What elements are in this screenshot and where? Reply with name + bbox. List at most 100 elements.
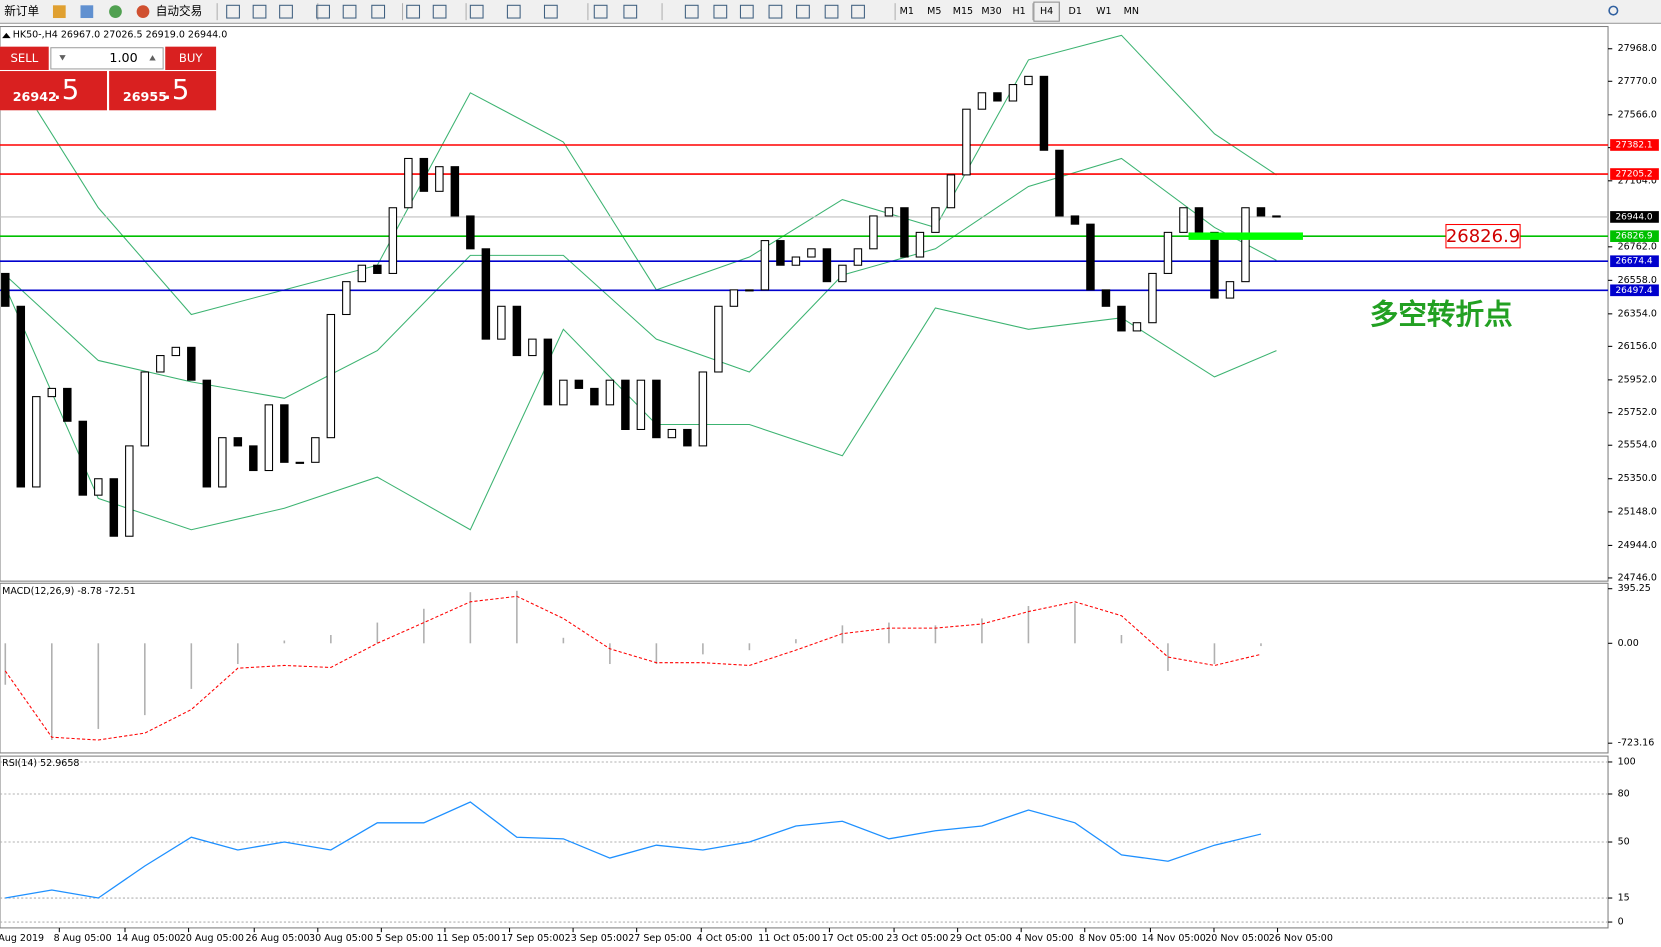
- y-tick-label: 25554.0: [1618, 440, 1657, 451]
- x-tick-label: 14 Nov 05:00: [1142, 933, 1206, 944]
- candle: [435, 166, 444, 192]
- lots-up[interactable]: [149, 55, 156, 61]
- x-tick-label: 26 Nov 05:00: [1269, 933, 1333, 944]
- candle: [822, 248, 832, 283]
- tool-icon[interactable]: [252, 4, 267, 19]
- sell-price-box[interactable]: [0, 71, 107, 111]
- tool-icon[interactable]: [316, 4, 330, 19]
- candle: [404, 157, 413, 209]
- tool-icon[interactable]: [739, 4, 754, 19]
- buy-button[interactable]: [165, 46, 217, 70]
- candle: [1008, 84, 1018, 102]
- candle: [977, 92, 987, 110]
- annotation-text: 多空转折点: [1370, 297, 1513, 331]
- lots-input[interactable]: [50, 47, 164, 70]
- candle: [280, 404, 289, 463]
- level-tag-label: 27205.2: [1615, 170, 1652, 180]
- candle: [419, 157, 429, 192]
- timeframe-button[interactable]: M15: [953, 6, 973, 17]
- tool-icon[interactable]: [342, 4, 357, 19]
- tool-icon[interactable]: [684, 4, 699, 19]
- y-tick-label: -723.16: [1618, 738, 1655, 749]
- tool-icon[interactable]: [824, 4, 839, 19]
- icon[interactable]: [52, 5, 66, 19]
- candle: [1024, 75, 1033, 86]
- timeframe-button[interactable]: H4: [1040, 6, 1053, 17]
- timeframe-button[interactable]: M1: [900, 6, 914, 17]
- tool-icon[interactable]: [713, 4, 728, 19]
- y-tick-label: 24746.0: [1618, 572, 1657, 583]
- y-tick-label: 15: [1618, 893, 1630, 904]
- candle: [853, 248, 863, 266]
- buy-label[interactable]: BUY: [179, 51, 203, 65]
- candle: [218, 437, 227, 488]
- candle: [543, 338, 553, 406]
- tool-icon[interactable]: [623, 4, 638, 19]
- new-order-button[interactable]: 新订单: [4, 4, 39, 18]
- lots-value[interactable]: 1.00: [109, 50, 137, 65]
- x-tick-label: 17 Oct 05:00: [822, 933, 884, 944]
- candle: [884, 207, 894, 217]
- sell-button[interactable]: [0, 46, 49, 70]
- tool-icon[interactable]: [768, 4, 783, 19]
- tool-icon[interactable]: [406, 4, 421, 19]
- tool-icon[interactable]: [593, 4, 608, 19]
- y-tick-label: 27968.0: [1618, 43, 1657, 54]
- tool-icon[interactable]: [432, 4, 447, 19]
- timeframe-button[interactable]: D1: [1069, 6, 1082, 17]
- timeframe-button[interactable]: W1: [1096, 6, 1111, 17]
- icon[interactable]: [80, 5, 94, 19]
- icon[interactable]: [109, 5, 122, 19]
- sell-label[interactable]: SELL: [11, 51, 39, 65]
- auto-trading-icon[interactable]: [136, 5, 150, 19]
- candle: [1163, 231, 1173, 274]
- rsi-line: [5, 801, 1262, 899]
- candle: [512, 305, 522, 357]
- sell-price[interactable]: 26942: [13, 89, 57, 104]
- x-tick-label: 4 Oct 05:00: [697, 933, 753, 944]
- timeframe-button[interactable]: M5: [927, 6, 941, 17]
- tool-icon[interactable]: [226, 4, 240, 19]
- tool-icon[interactable]: [506, 4, 521, 19]
- y-tick-label: 27566.0: [1618, 109, 1657, 120]
- sell-price-frac[interactable]: .5: [53, 74, 79, 106]
- candle: [32, 396, 41, 488]
- candle: [528, 338, 537, 357]
- lots-down[interactable]: [59, 55, 66, 61]
- candle: [47, 387, 57, 398]
- candle: [140, 371, 150, 447]
- timeframe-button[interactable]: M30: [981, 6, 1001, 17]
- x-tick-label: 20 Aug 05:00: [180, 933, 244, 944]
- tool-icon[interactable]: [279, 4, 293, 19]
- x-tick-label: 30 Aug 05:00: [309, 933, 373, 944]
- y-tick-label: 24944.0: [1618, 540, 1657, 551]
- y-tick-label: 0: [1618, 917, 1624, 928]
- timeframe-button[interactable]: H1: [1012, 6, 1025, 17]
- candle: [807, 248, 816, 258]
- tool-icon[interactable]: [796, 4, 810, 19]
- tool-icon[interactable]: [371, 4, 386, 19]
- tool-icon[interactable]: [543, 4, 558, 19]
- macd-label: MACD(12,26,9) -8.78 -72.51: [2, 586, 136, 597]
- candle: [652, 379, 661, 439]
- auto-trading-button[interactable]: 自动交易: [156, 4, 203, 18]
- buy-price[interactable]: 26955: [123, 89, 167, 104]
- search-icon[interactable]: [1608, 5, 1619, 16]
- y-tick-label: 25350.0: [1618, 473, 1657, 484]
- candle: [1070, 215, 1080, 225]
- candle: [1086, 223, 1095, 291]
- timeframe-button[interactable]: MN: [1124, 6, 1139, 17]
- tool-icon[interactable]: [851, 4, 865, 19]
- candle: [590, 387, 599, 406]
- candle: [915, 231, 925, 258]
- buy-price-box[interactable]: [109, 71, 217, 111]
- x-tick-label: 14 Aug 05:00: [116, 933, 180, 944]
- candle: [373, 264, 382, 274]
- candle: [559, 379, 568, 406]
- buy-price-frac[interactable]: .5: [163, 74, 189, 106]
- candle: [1241, 207, 1250, 283]
- tool-icon[interactable]: [469, 4, 484, 19]
- candle: [311, 437, 320, 463]
- collapse-icon[interactable]: [2, 32, 11, 39]
